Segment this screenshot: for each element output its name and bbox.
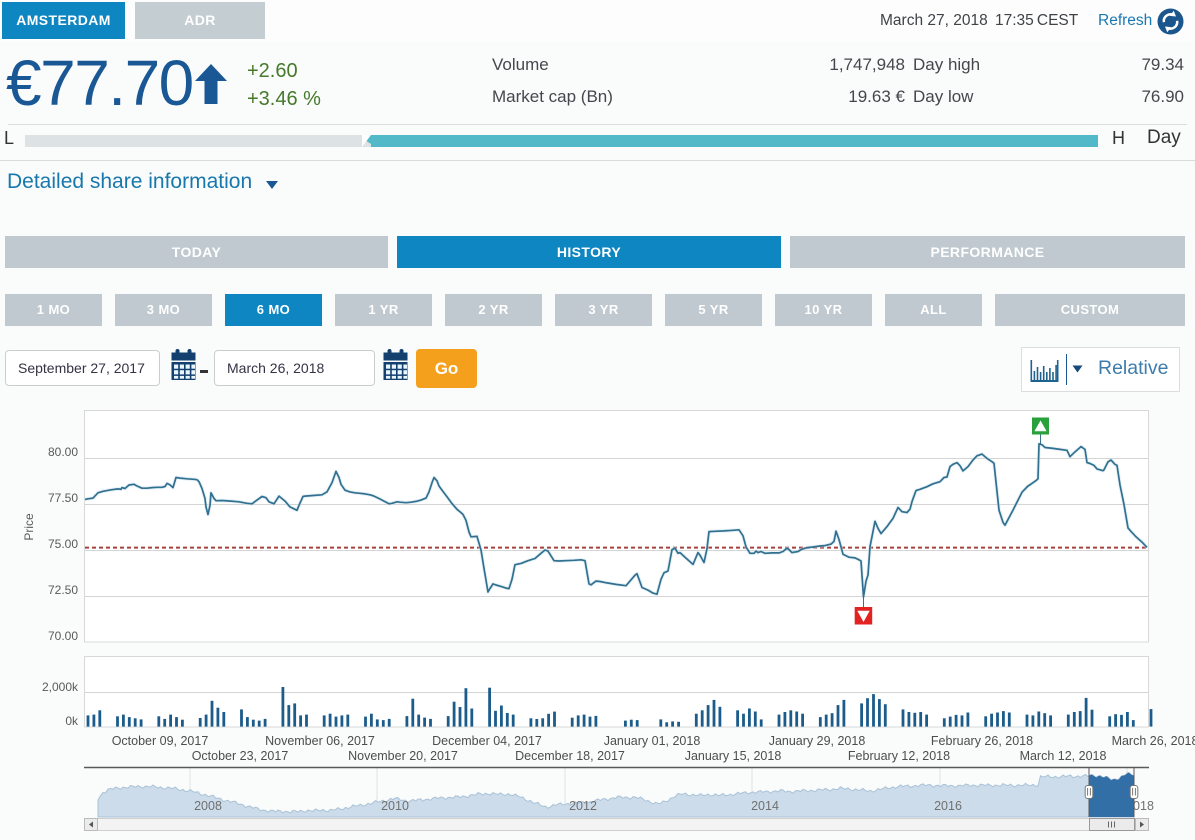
svg-text:2010: 2010 [381,799,409,813]
svg-text:December 04, 2017: December 04, 2017 [432,734,542,748]
svg-text:75.00: 75.00 [48,537,78,551]
svg-text:Price: Price [22,513,36,541]
svg-text:March 26, 2018: March 26, 2018 [1112,734,1195,748]
svg-text:77.50: 77.50 [48,491,78,505]
svg-text:October 09, 2017: October 09, 2017 [112,734,209,748]
svg-text:November 20, 2017: November 20, 2017 [348,749,458,763]
svg-text:December 18, 2017: December 18, 2017 [515,749,625,763]
svg-text:February 12, 2018: February 12, 2018 [848,749,950,763]
svg-text:2012: 2012 [569,799,597,813]
svg-text:2,000k: 2,000k [42,680,79,694]
svg-text:October 23, 2017: October 23, 2017 [192,749,289,763]
svg-text:72.50: 72.50 [48,583,78,597]
svg-text:January 01, 2018: January 01, 2018 [604,734,701,748]
svg-text:2014: 2014 [751,799,779,813]
svg-text:80.00: 80.00 [48,445,78,459]
svg-text:2016: 2016 [934,799,962,813]
svg-text:March 12, 2018: March 12, 2018 [1020,749,1107,763]
svg-text:70.00: 70.00 [48,629,78,643]
svg-text:November 06, 2017: November 06, 2017 [265,734,375,748]
svg-text:0k: 0k [65,714,79,728]
svg-text:2008: 2008 [194,799,222,813]
svg-text:February 26, 2018: February 26, 2018 [931,734,1033,748]
svg-text:January 29, 2018: January 29, 2018 [769,734,866,748]
svg-text:January 15, 2018: January 15, 2018 [685,749,782,763]
